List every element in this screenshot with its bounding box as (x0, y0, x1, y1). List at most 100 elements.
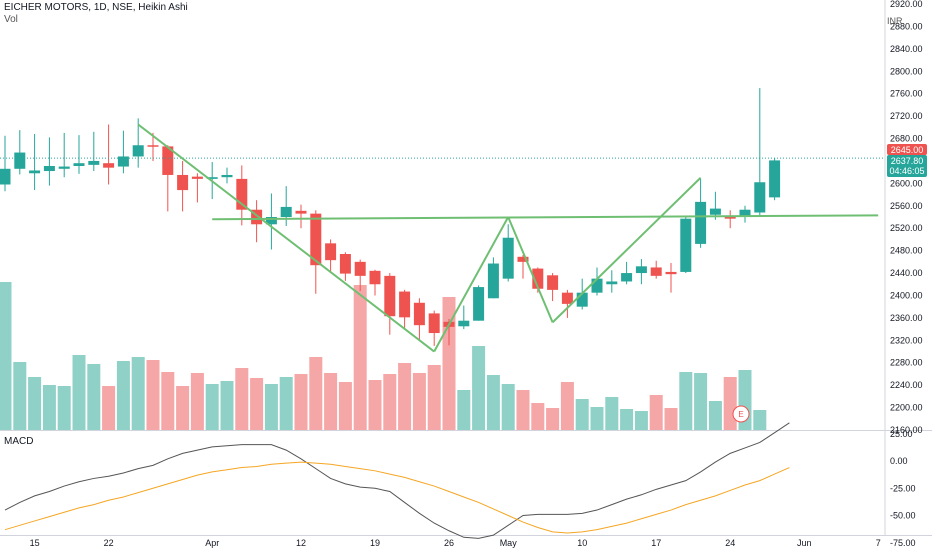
price-tick-label: 2200.00 (890, 403, 923, 413)
volume-bar (634, 411, 648, 430)
candle-body (606, 281, 618, 285)
candle-body (132, 145, 144, 157)
volume-bar (516, 390, 530, 430)
candlestick-series[interactable] (0, 88, 885, 346)
candle-body (206, 177, 218, 179)
volume-bar (708, 401, 722, 430)
volume-bar (620, 409, 634, 430)
volume-bar (161, 372, 175, 430)
candle-body (695, 201, 707, 244)
candle-body (236, 178, 248, 210)
close-price-tag-bg (887, 155, 927, 177)
volume-bar (398, 363, 412, 430)
price-tick-label: 2760.00 (890, 89, 923, 99)
earnings-marker-letter[interactable]: E (738, 410, 743, 419)
candle-body (58, 166, 70, 169)
candle-body (0, 168, 11, 185)
candle-body (147, 145, 159, 147)
volume-bar (190, 373, 204, 430)
volume-bar (42, 385, 56, 430)
volume-bar (457, 390, 471, 430)
candle-body (369, 270, 381, 285)
candle-body (561, 292, 573, 304)
time-axis[interactable]: 15 22 Apr 12 19 26 May 10 17 24 Jun 7 (30, 538, 881, 548)
volume-bar (605, 397, 619, 430)
candle-body (221, 174, 233, 178)
volume-bar (664, 408, 678, 430)
candle-body (754, 182, 766, 213)
volume-bar (0, 282, 12, 430)
volume-bar (309, 357, 323, 430)
price-tick-label: 2160.00 (890, 425, 923, 435)
candle-body (354, 261, 366, 276)
volume-bar (649, 395, 663, 430)
current-price-tag-bg (887, 144, 927, 155)
time-tick-label: 12 (296, 538, 306, 548)
volume-bar (102, 386, 116, 430)
volume-bar (753, 410, 767, 430)
volume-bar (57, 386, 71, 430)
candle-body (517, 256, 529, 262)
time-tick-label: May (500, 538, 518, 548)
pattern-trend-line (137, 123, 435, 353)
price-tick-label: 2880.00 (890, 21, 923, 31)
volume-bars (0, 282, 767, 430)
volume-bar (590, 407, 604, 430)
bar-countdown: 04:46:05 (889, 166, 924, 176)
earnings-marker-circle[interactable] (732, 405, 750, 423)
candle-body (428, 313, 440, 334)
price-tick-label: 2240.00 (890, 380, 923, 390)
candle-body (487, 263, 499, 299)
pattern-trend-line (507, 216, 554, 323)
volume-bar (146, 360, 160, 430)
candle-body (458, 320, 470, 327)
macd-pane[interactable] (4, 422, 790, 539)
candle-body (339, 253, 351, 274)
close-price-tag: 2637.80 (891, 156, 924, 166)
pattern-trend-line (551, 177, 702, 324)
candle-body (650, 267, 662, 276)
volume-bar (412, 373, 426, 430)
candle-body (591, 278, 603, 293)
volume-bar (338, 382, 352, 430)
candle-body (310, 213, 322, 266)
candle-body (14, 152, 26, 169)
volume-bar (72, 355, 86, 430)
price-tick-label: 2520.00 (890, 223, 923, 233)
time-tick-label: 22 (104, 538, 114, 548)
time-tick-label: 10 (577, 538, 587, 548)
volume-bar (13, 362, 27, 430)
volume-bar (694, 373, 708, 430)
volume-bar (294, 374, 308, 430)
macd-tick-label: 25.00 (890, 429, 913, 439)
pattern-drawing[interactable] (137, 123, 879, 353)
price-tick-label: 2840.00 (890, 44, 923, 54)
price-tick-label: 2320.00 (890, 335, 923, 345)
candle-body (117, 156, 129, 167)
candle-body (103, 163, 115, 168)
volume-bar (353, 285, 367, 430)
candle-body (265, 217, 277, 225)
time-tick-label: 26 (444, 538, 454, 548)
candle-body (473, 287, 485, 321)
volume-indicator-label[interactable]: Vol (4, 14, 18, 25)
earnings-event-icon[interactable]: E (732, 405, 750, 423)
volume-bar (176, 386, 190, 430)
candle-body (621, 273, 633, 282)
current-price-tag: 2645.00 (891, 145, 924, 155)
volume-bar (220, 381, 234, 430)
price-tick-label: 2280.00 (890, 358, 923, 368)
candle-body (177, 174, 189, 191)
volume-bar (264, 384, 278, 430)
macd-indicator-label[interactable]: MACD (4, 436, 34, 447)
candle-body (43, 165, 55, 172)
price-tick-label: 2920.00 (890, 0, 923, 9)
volume-bar (486, 375, 500, 430)
currency-label: INR (887, 16, 903, 26)
volume-bar (546, 408, 560, 430)
price-axis[interactable]: 2160.00 2200.00 2240.00 2280.00 2320.00 2360.… (890, 0, 923, 548)
candle-body (709, 208, 721, 215)
signal-line (4, 461, 790, 534)
symbol-title[interactable]: EICHER MOTORS, 1D, NSE, Heikin Ashi (4, 2, 188, 13)
